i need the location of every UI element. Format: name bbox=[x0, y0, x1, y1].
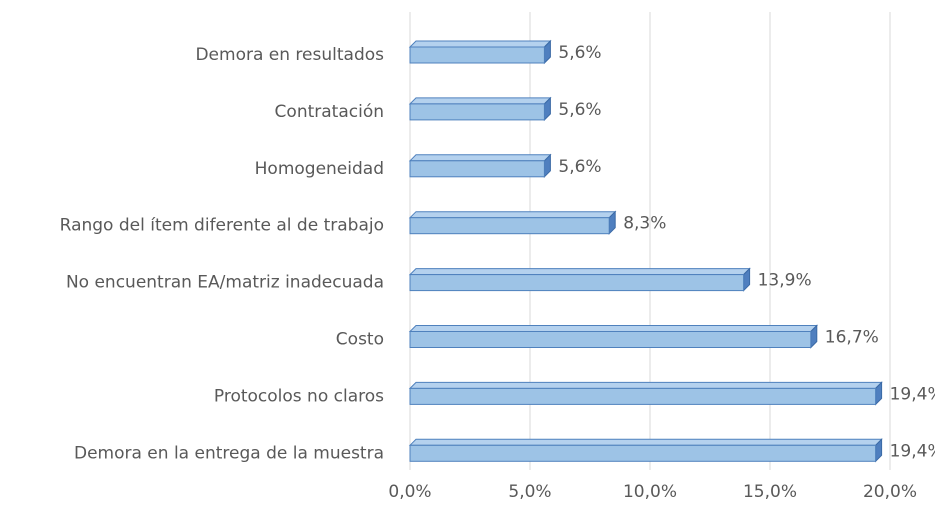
value-label: 8,3% bbox=[623, 214, 666, 234]
bar bbox=[409, 217, 610, 235]
bar-3d bbox=[408, 324, 819, 349]
bar-top bbox=[408, 438, 883, 446]
value-label: 13,9% bbox=[758, 271, 812, 291]
bar-3d bbox=[408, 39, 552, 65]
bar-3d bbox=[408, 210, 617, 235]
bar-top bbox=[408, 154, 552, 162]
bar-top bbox=[408, 381, 883, 389]
y-tick-label: Protocolos no claros bbox=[214, 386, 384, 406]
bar bbox=[409, 387, 877, 405]
y-tick-label: Demora en resultados bbox=[195, 45, 384, 65]
bar bbox=[409, 444, 877, 462]
value-label: 16,7% bbox=[825, 328, 879, 348]
y-tick-label: No encuentran EA/matriz inadecuada bbox=[66, 273, 384, 293]
x-tick-label: 15,0% bbox=[743, 482, 797, 502]
bar-3d bbox=[408, 438, 883, 463]
bar-3d bbox=[408, 96, 552, 122]
y-tick-label: Contratación bbox=[275, 102, 384, 122]
value-label: 19,4% bbox=[890, 384, 935, 404]
bar bbox=[409, 103, 545, 121]
x-tick-label: 0,0% bbox=[388, 482, 431, 502]
value-label: 19,4% bbox=[890, 441, 935, 461]
bar-top bbox=[408, 211, 617, 219]
bar-3d bbox=[408, 381, 883, 406]
x-tick-label: 20,0% bbox=[863, 482, 917, 502]
bar-3d bbox=[408, 153, 552, 179]
bar-top bbox=[408, 97, 552, 105]
y-tick-label: Rango del ítem diferente al de trabajo bbox=[60, 216, 384, 236]
bar-3d bbox=[408, 267, 751, 292]
y-tick-label: Demora en la entrega de la muestra bbox=[74, 443, 384, 463]
bar bbox=[409, 46, 545, 64]
value-label: 5,6% bbox=[558, 100, 601, 120]
bar bbox=[409, 274, 745, 292]
value-label: 5,6% bbox=[558, 43, 601, 63]
value-label: 5,6% bbox=[558, 157, 601, 177]
x-tick-label: 10,0% bbox=[623, 482, 677, 502]
bar-top bbox=[408, 325, 819, 332]
y-tick-label: Homogeneidad bbox=[255, 159, 384, 179]
x-tick-label: 5,0% bbox=[508, 482, 551, 502]
bar-top bbox=[408, 40, 552, 48]
y-tick-label: Costo bbox=[336, 330, 384, 350]
bar bbox=[409, 160, 545, 178]
bar bbox=[409, 331, 812, 348]
bar-top bbox=[408, 268, 751, 276]
